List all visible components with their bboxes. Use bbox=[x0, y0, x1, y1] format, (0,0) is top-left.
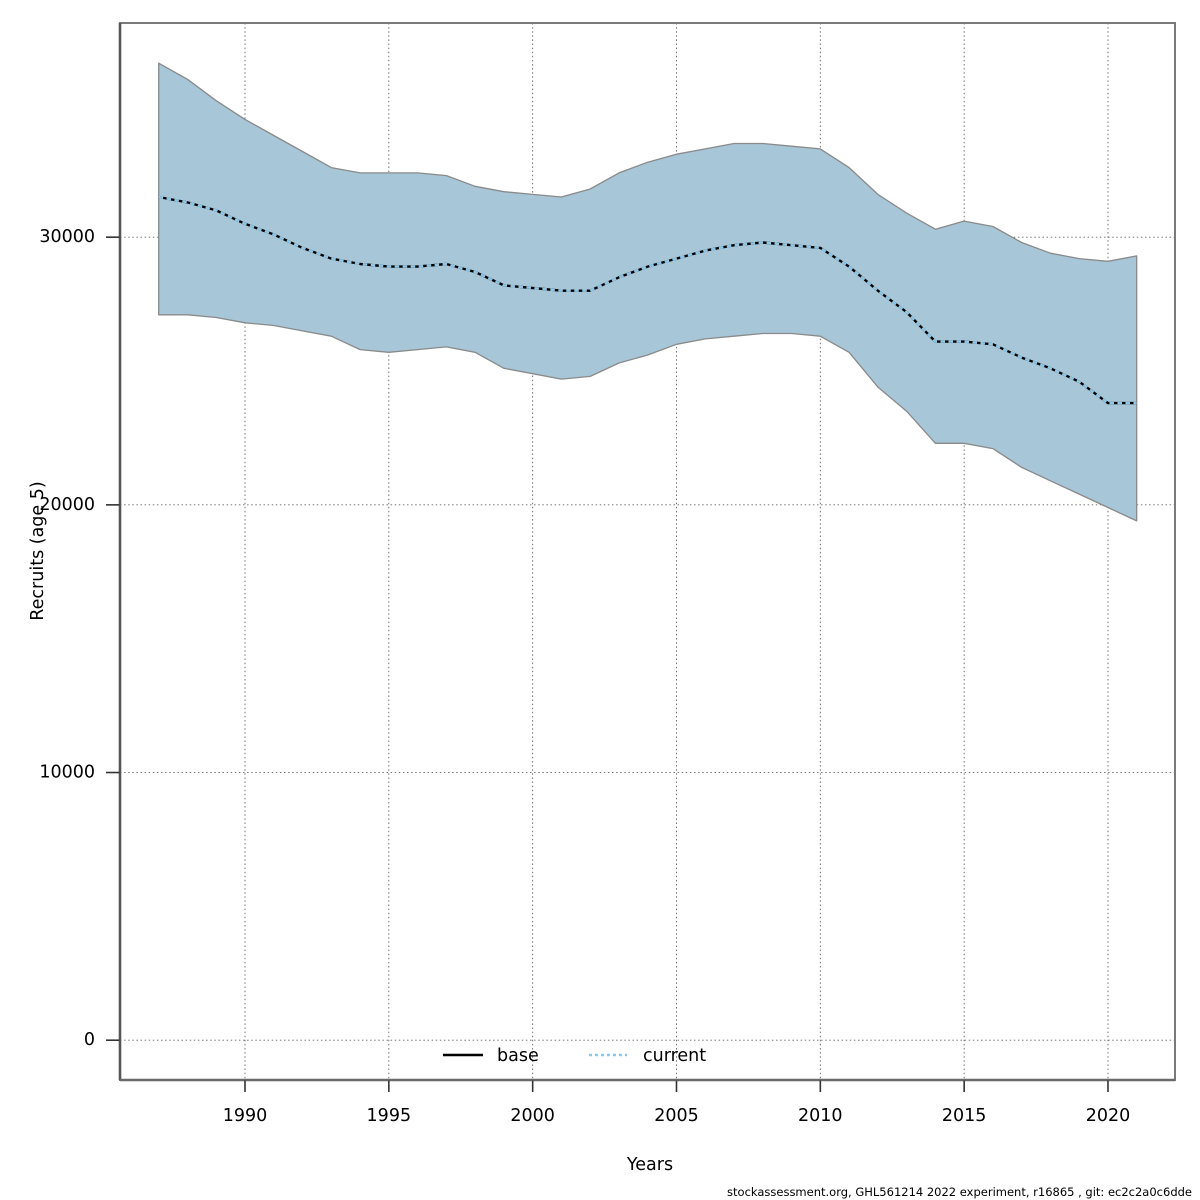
legend-current-label: current bbox=[643, 1046, 706, 1066]
y-axis-title: Recruits (age 5) bbox=[28, 481, 48, 620]
y-tick-label-0: 0 bbox=[84, 1030, 95, 1050]
y-tick-label-10000: 10000 bbox=[39, 763, 95, 783]
x-axis-title: Years bbox=[626, 1155, 673, 1175]
x-tick-label-2005: 2005 bbox=[654, 1106, 699, 1126]
legend: base current bbox=[443, 1046, 706, 1066]
series-layer bbox=[158, 195, 1137, 405]
y-tick-label-20000: 20000 bbox=[39, 495, 95, 515]
x-tick-label-1995: 1995 bbox=[367, 1106, 412, 1126]
confidence-band bbox=[158, 62, 1138, 522]
footer-attribution: stockassessment.org, GHL561214 2022 expe… bbox=[727, 1185, 1192, 1199]
x-tick-label-1990: 1990 bbox=[223, 1106, 268, 1126]
band-layer bbox=[158, 62, 1138, 522]
current-line bbox=[158, 195, 1137, 405]
x-tick-label-2010: 2010 bbox=[798, 1106, 843, 1126]
tick-layer: 1990 1995 2000 2005 2010 2015 2020 0 10000 20000 3… bbox=[39, 227, 1130, 1126]
legend-base-label: base bbox=[497, 1046, 539, 1066]
x-tick-label-2015: 2015 bbox=[942, 1106, 987, 1126]
y-tick-label-30000: 30000 bbox=[39, 227, 95, 247]
x-tick-label-2000: 2000 bbox=[510, 1106, 555, 1126]
x-tick-label-2020: 2020 bbox=[1086, 1106, 1131, 1126]
